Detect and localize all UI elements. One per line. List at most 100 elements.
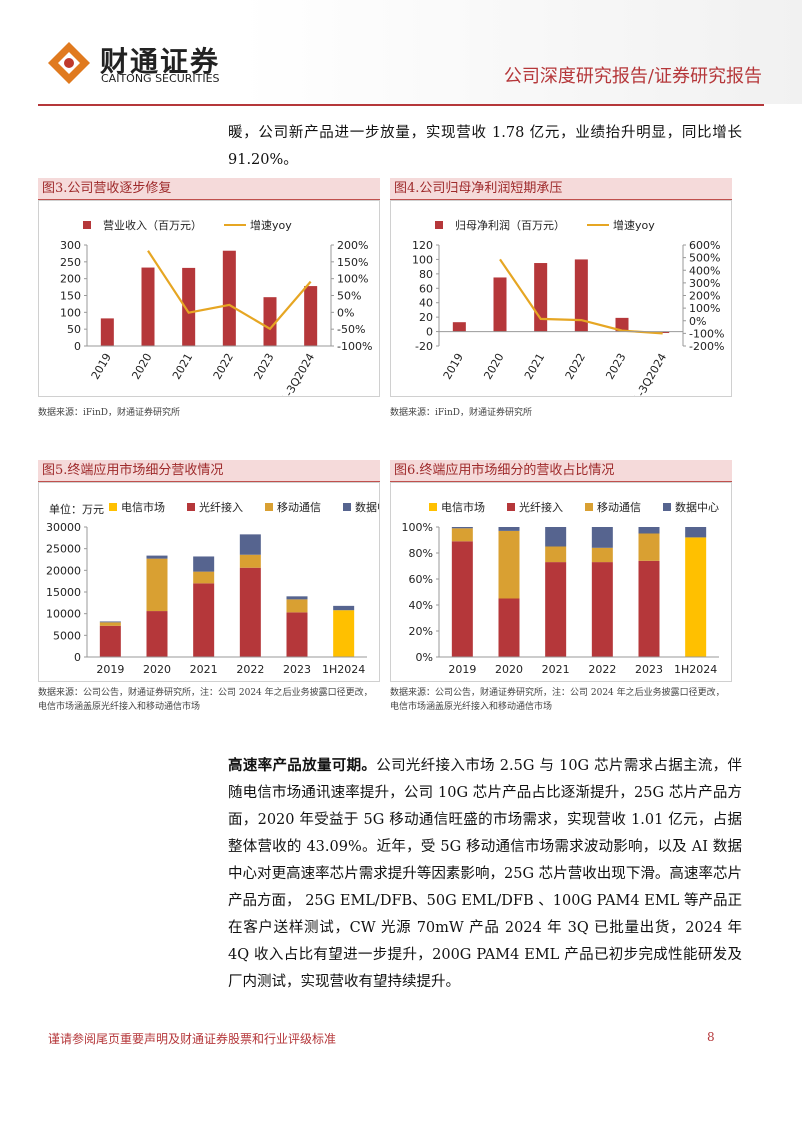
bar (545, 562, 567, 657)
x-tick-label: 2020 (129, 351, 154, 382)
footer-disclaimer: 谨请参阅尾页重要声明及财通证券股票和行业评级标准 (48, 1032, 337, 1046)
bar (493, 277, 507, 332)
bar (146, 611, 168, 657)
figure-source: 数据来源：iFinD，财通证券研究所 (390, 408, 533, 418)
legend-swatch (507, 503, 515, 511)
legend-swatch (265, 503, 273, 511)
figure-title: 图6.终端应用市场细分的营收占比情况 (390, 460, 732, 482)
bar (638, 560, 660, 657)
legend-swatch (663, 503, 671, 511)
x-tick-label: 2019 (89, 351, 114, 382)
bar (451, 528, 473, 542)
legend-swatch (435, 221, 443, 229)
bar (141, 267, 155, 346)
line (147, 250, 312, 331)
x-tick-label: 2021 (542, 663, 570, 676)
bar (286, 599, 308, 613)
y2-tick-label: 150% (337, 256, 368, 269)
bar (146, 555, 168, 559)
y2-tick-label: 0% (689, 315, 706, 328)
legend-label: 增速yoy (613, 218, 655, 232)
figure-source: 数据来源：公司公告，财通证券研究所，注：公司 2024 年之后业务披露口径更改，… (390, 688, 725, 712)
y-tick-label: 50 (67, 323, 81, 336)
legend-label: 数据中心 (355, 500, 380, 514)
bar (99, 622, 121, 626)
bar (99, 625, 121, 657)
y-tick-label: 80% (409, 547, 433, 560)
legend-label: 数据中心 (675, 500, 719, 514)
x-tick-label: 1-3Q2024 (279, 351, 318, 397)
bar (498, 530, 520, 599)
figure-title: 图3.公司营收逐步修复 (38, 178, 380, 200)
bar (193, 583, 215, 657)
y-tick-label: 0 (74, 340, 81, 353)
x-tick-label: 2022 (211, 351, 236, 382)
bar (286, 612, 308, 657)
y-tick-label: 60 (419, 282, 433, 295)
legend-label: 光纤接入 (199, 500, 243, 514)
legend-label: 营业收入（百万元） (103, 218, 202, 232)
figure: 图6.终端应用市场细分的营收占比情况 0% 20% 40% 60% 80% 100% 电信市… (390, 460, 732, 714)
y-tick-label: 20000 (46, 564, 81, 577)
bar (545, 546, 567, 563)
x-tick-label: 1H2024 (674, 663, 717, 676)
legend-swatch (343, 503, 351, 511)
y-tick-label: -20 (415, 340, 433, 353)
paragraph: 暖，公司新产品进一步放量，实现营收 1.78 亿元，业绩抬升明显，同比增长 91… (228, 125, 742, 168)
figure: 图4.公司归母净利润短期承压 -20 0 20 40 60 80 100 120 -200% -1… (390, 178, 732, 420)
bar (545, 527, 567, 547)
x-tick-label: 1-3Q2024 (631, 351, 670, 397)
figure-title: 图5.终端应用市场细分营收情况 (38, 460, 380, 482)
bar (333, 610, 355, 657)
bar (100, 318, 114, 346)
y-tick-label: 200 (60, 273, 81, 286)
y-tick-label: 20 (419, 311, 433, 324)
bar (615, 317, 629, 332)
y-tick-label: 0 (74, 651, 81, 664)
x-tick-label: 2021 (522, 351, 547, 382)
page-number: 8 (707, 1030, 715, 1044)
bar (685, 527, 707, 538)
bar (239, 534, 261, 555)
bar (304, 286, 318, 346)
report-type: 公司深度研究报告/证券研究报告 (503, 66, 762, 87)
legend-swatch (83, 221, 91, 229)
y-tick-label: 25000 (46, 543, 81, 556)
bar (193, 556, 215, 572)
chart: 0 5000 10000 15000 20000 25000 30000 单位：万元 电信市场 光… (38, 482, 380, 682)
bar (182, 267, 196, 346)
bar (638, 533, 660, 561)
bar (685, 537, 707, 657)
bar (452, 322, 466, 332)
bar (333, 605, 355, 611)
legend-label: 电信市场 (441, 500, 485, 514)
x-tick-label: 2021 (170, 351, 195, 382)
figure-source: 数据来源：公司公告，财通证券研究所，注：公司 2024 年之后业务披露口径更改，… (38, 688, 373, 712)
y2-tick-label: 600% (689, 239, 720, 252)
x-tick-label: 2022 (236, 663, 264, 676)
y-tick-label: 10000 (46, 608, 81, 621)
bar (591, 547, 613, 563)
bar (498, 527, 520, 531)
x-tick-label: 2023 (635, 663, 663, 676)
y-tick-label: 250 (60, 256, 81, 269)
y-tick-label: 5000 (53, 629, 81, 642)
bar (222, 250, 236, 346)
bar (591, 562, 613, 657)
unit-label: 单位：万元 (49, 502, 104, 516)
y-tick-label: 120 (412, 239, 433, 252)
y-tick-label: 150 (60, 290, 81, 303)
y2-tick-label: 100% (689, 302, 720, 315)
y-tick-label: 100 (60, 306, 81, 319)
x-tick-label: 2019 (448, 663, 476, 676)
x-tick-label: 2023 (603, 351, 628, 382)
bar (574, 259, 588, 332)
chart: 0% 20% 40% 60% 80% 100% 电信市场 光纤接入 移动通信 数据中心 2019 20… (390, 482, 732, 682)
legend-swatch (109, 503, 117, 511)
x-tick-label: 2020 (481, 351, 506, 382)
bar (591, 527, 613, 548)
x-tick-label: 2019 (96, 663, 124, 676)
y2-tick-label: 200% (689, 290, 720, 303)
